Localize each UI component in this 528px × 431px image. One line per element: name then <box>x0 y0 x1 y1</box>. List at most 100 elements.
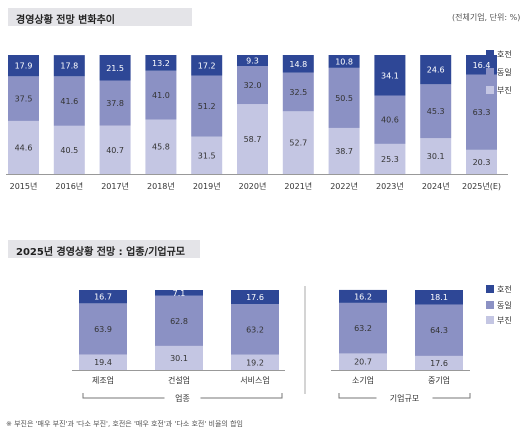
chart1-legend-swatch <box>486 50 494 58</box>
chart2-bar-동일 <box>155 295 203 346</box>
chart1-bar-동일 <box>282 72 314 112</box>
chart1-tick-label: 2022년 <box>330 181 358 191</box>
chart2-value-label: 16.7 <box>94 293 112 302</box>
chart1-legend-label: 동일 <box>497 68 512 77</box>
chart1-tick-label: 2021년 <box>284 181 312 191</box>
chart2-bar-호전 <box>339 289 387 303</box>
chart1-value-label: 10.8 <box>335 57 353 66</box>
chart1-tick-label: 2025년(E) <box>462 181 501 191</box>
chart2-legend-label: 동일 <box>497 301 512 310</box>
chart1-bar-호전 <box>420 55 452 85</box>
chart1-value-label: 9.3 <box>246 57 259 66</box>
chart2-group-bracket-right <box>200 393 283 399</box>
chart1-value-label: 37.8 <box>106 99 124 108</box>
chart1-legend-label: 부진 <box>497 85 512 95</box>
chart1-value-label: 30.1 <box>427 152 445 161</box>
chart1-bar-동일 <box>191 75 223 137</box>
chart2-value-label: 63.2 <box>246 325 264 334</box>
chart2-value-label: 64.3 <box>430 326 448 335</box>
chart2-bar-호전 <box>155 290 203 296</box>
chart1-bar-동일 <box>99 80 131 126</box>
chart1-bar-호전 <box>374 55 406 96</box>
chart1-tick-label: 2015년 <box>10 181 38 191</box>
chart2-legend-swatch <box>486 285 494 293</box>
chart1-bar-동일 <box>420 84 452 139</box>
chart1-value-label: 40.5 <box>60 146 78 155</box>
chart2-value-label: 16.2 <box>354 292 372 301</box>
chart1-value-label: 50.5 <box>335 94 353 103</box>
chart1-value-label: 17.8 <box>60 62 78 71</box>
chart2-bar-동일 <box>231 304 279 355</box>
chart2-bar-호전 <box>79 290 127 304</box>
chart2-tick-label: 중기업 <box>428 376 450 385</box>
chart2-group-bracket-left <box>82 393 165 399</box>
chart1-value-label: 41.6 <box>60 97 78 106</box>
chart1-tick-label: 2023년 <box>376 181 404 191</box>
chart2-value-label: 62.8 <box>170 317 188 326</box>
chart1-value-label: 24.6 <box>427 66 445 75</box>
chart2-tick-label: 서비스업 <box>240 376 269 385</box>
chart1-legend-swatch <box>486 68 494 76</box>
chart1-bar-동일 <box>53 76 85 126</box>
chart1-legend-swatch <box>486 86 494 94</box>
chart1-value-label: 32.0 <box>244 81 262 90</box>
chart1-value-label: 44.6 <box>15 143 33 152</box>
chart1-bar-부진 <box>237 104 268 174</box>
chart2-bar-부진 <box>339 353 387 370</box>
chart2-legend-swatch <box>486 301 494 309</box>
chart2-bar-부진 <box>155 345 203 370</box>
chart1-value-label: 17.2 <box>198 61 216 70</box>
chart1-value-label: 45.3 <box>427 107 445 116</box>
chart2-value-label: 18.1 <box>430 293 448 302</box>
chart1-value-label: 34.1 <box>381 71 399 80</box>
chart1-bar-부진 <box>8 120 39 174</box>
chart1-bar-부진 <box>191 136 223 174</box>
chart2-value-label: 17.6 <box>246 293 264 302</box>
chart2-title-bar <box>8 240 200 258</box>
chart2-bar-동일 <box>339 302 387 354</box>
chart1-tick-label: 2020년 <box>239 181 267 191</box>
chart1-bar-부진 <box>282 111 314 174</box>
chart1-bar-부진 <box>374 143 406 174</box>
chart1-bar-호전 <box>145 55 177 71</box>
chart1-bar-부진 <box>99 125 131 174</box>
chart2-bar-호전 <box>231 290 279 305</box>
chart1-value-label: 40.6 <box>381 116 399 125</box>
chart2-tick-label: 건설업 <box>168 375 190 385</box>
chart2-group-label: 업종 <box>175 394 190 403</box>
chart1-bar-호전 <box>282 55 314 73</box>
chart2-bar-부진 <box>415 355 463 370</box>
chart1-value-label: 14.8 <box>289 60 307 69</box>
footnote: ※ 부진은 '매우 부진'과 '다소 부진', 호전은 '매우 호전'과 '다소… <box>6 420 243 428</box>
chart1-value-label: 51.2 <box>198 102 216 111</box>
chart1-value-label: 41.0 <box>152 91 170 100</box>
chart2-bar-동일 <box>415 304 463 356</box>
chart1-bar-부진 <box>53 125 85 174</box>
chart1-value-label: 38.7 <box>335 147 353 156</box>
chart1-bar-호전 <box>237 55 268 67</box>
chart1-tick-label: 2018년 <box>147 181 175 191</box>
chart1-bar-부진 <box>145 119 177 174</box>
chart1-value-label: 25.3 <box>381 155 399 164</box>
chart1-bar-동일 <box>237 66 268 105</box>
chart1-bar-동일 <box>8 76 39 121</box>
chart2-value-label: 20.7 <box>354 358 372 367</box>
chart1-legend-label: 호전 <box>497 49 512 59</box>
chart2-value-label: 19.4 <box>94 358 112 367</box>
chart2-value-label: 17.6 <box>430 359 448 368</box>
chart1-title: 경영상황 전망 변화추이 <box>16 15 115 26</box>
chart1-value-label: 20.3 <box>473 158 491 167</box>
chart2-legend-swatch <box>486 316 494 324</box>
chart2-legend-label: 호전 <box>497 284 512 294</box>
chart1-value-label: 58.7 <box>244 135 262 144</box>
chart1-value-label: 52.7 <box>289 139 307 148</box>
chart1-bar-호전 <box>99 55 131 81</box>
chart1-unit-note: (전체기업, 단위: %) <box>452 13 521 22</box>
chart1-value-label: 37.5 <box>15 95 33 104</box>
chart2-group-bracket-right <box>432 393 471 399</box>
chart1-title-bar <box>8 8 192 26</box>
chart1-bar-동일 <box>374 95 406 144</box>
chart2-title: 2025년 경영상황 전망 : 업종/기업규모 <box>16 247 186 258</box>
chart2-tick-label: 제조업 <box>92 376 114 385</box>
